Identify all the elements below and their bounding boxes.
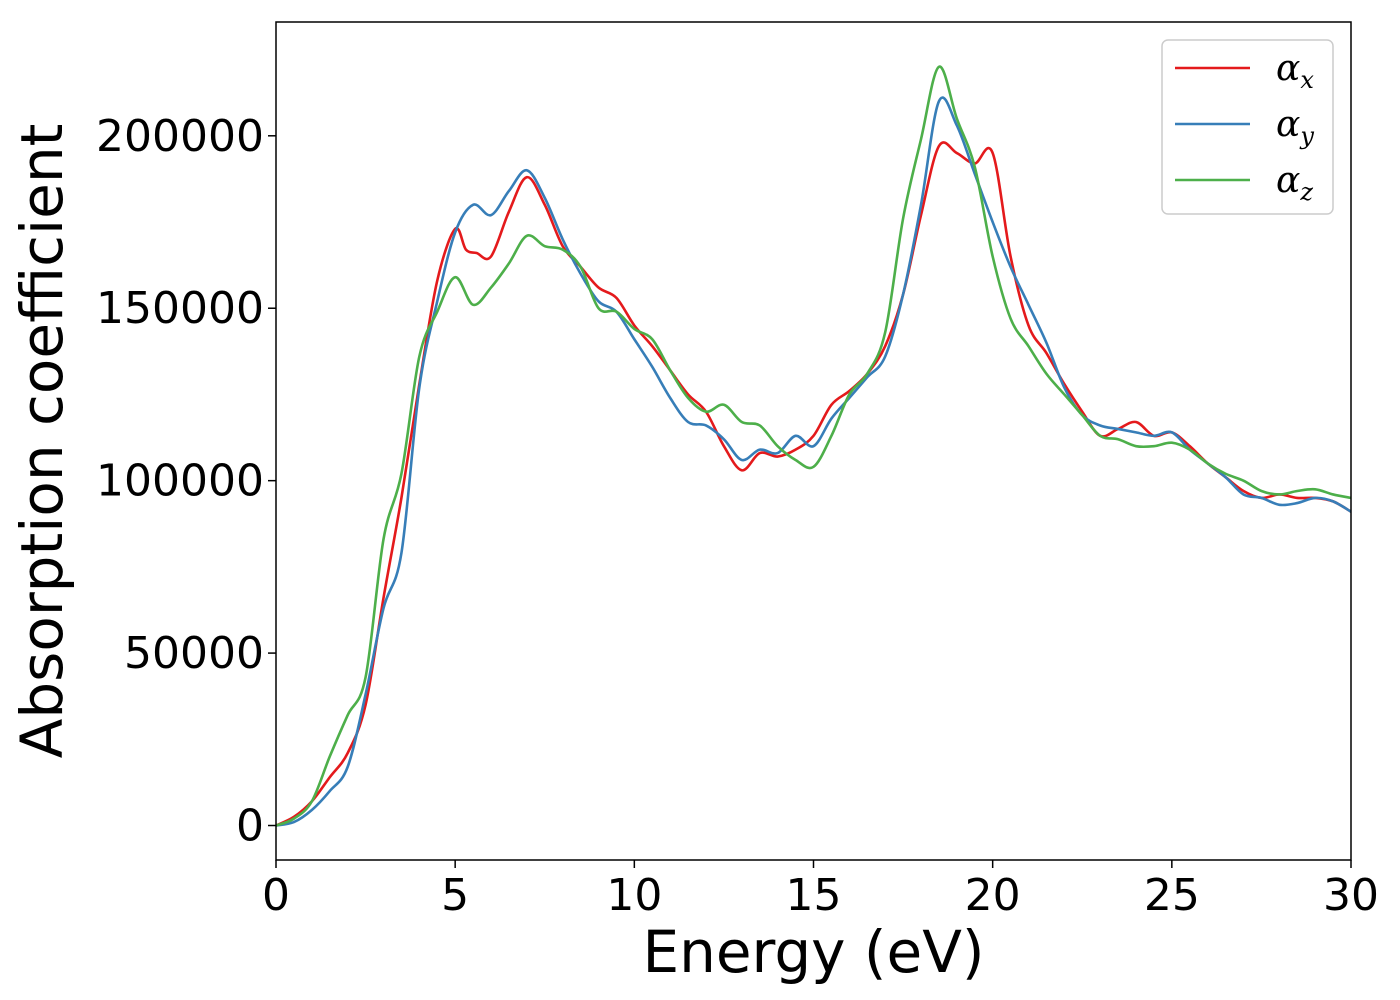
legend-items: αx αy αz bbox=[1175, 48, 1314, 206]
x-tick-label: 5 bbox=[441, 870, 469, 921]
x-axis-label: Energy (eV) bbox=[642, 918, 984, 986]
x-tick-label: 15 bbox=[786, 870, 842, 921]
y-axis-ticks: 0 50000 100000 150000 200000 bbox=[96, 111, 276, 852]
series-line-x bbox=[276, 141, 1351, 827]
x-tick-label: 20 bbox=[965, 870, 1021, 921]
plot-frame bbox=[275, 21, 1352, 861]
x-tick-label: 30 bbox=[1323, 870, 1379, 921]
x-axis-ticks: 0 5 10 15 20 25 30 bbox=[262, 860, 1379, 921]
x-tick-label: 10 bbox=[606, 870, 662, 921]
y-tick-label: 0 bbox=[236, 801, 264, 852]
series-line-y bbox=[276, 96, 1351, 827]
legend-label-y: αy bbox=[1276, 104, 1314, 150]
y-axis-label: Absorption coefficient bbox=[8, 124, 76, 759]
y-tick-label: 150000 bbox=[96, 283, 264, 334]
legend-label-z: αz bbox=[1276, 160, 1313, 206]
x-tick-label: 0 bbox=[262, 870, 290, 921]
series-line-z bbox=[276, 65, 1351, 827]
series-lines bbox=[276, 65, 1351, 827]
y-tick-label: 100000 bbox=[96, 456, 264, 507]
y-tick-label: 50000 bbox=[124, 628, 264, 679]
legend: αx αy αz bbox=[1161, 39, 1334, 215]
legend-box bbox=[1161, 39, 1334, 215]
x-tick-label: 25 bbox=[1144, 870, 1200, 921]
legend-label-x: αx bbox=[1276, 48, 1314, 94]
y-tick-label: 200000 bbox=[96, 111, 264, 162]
